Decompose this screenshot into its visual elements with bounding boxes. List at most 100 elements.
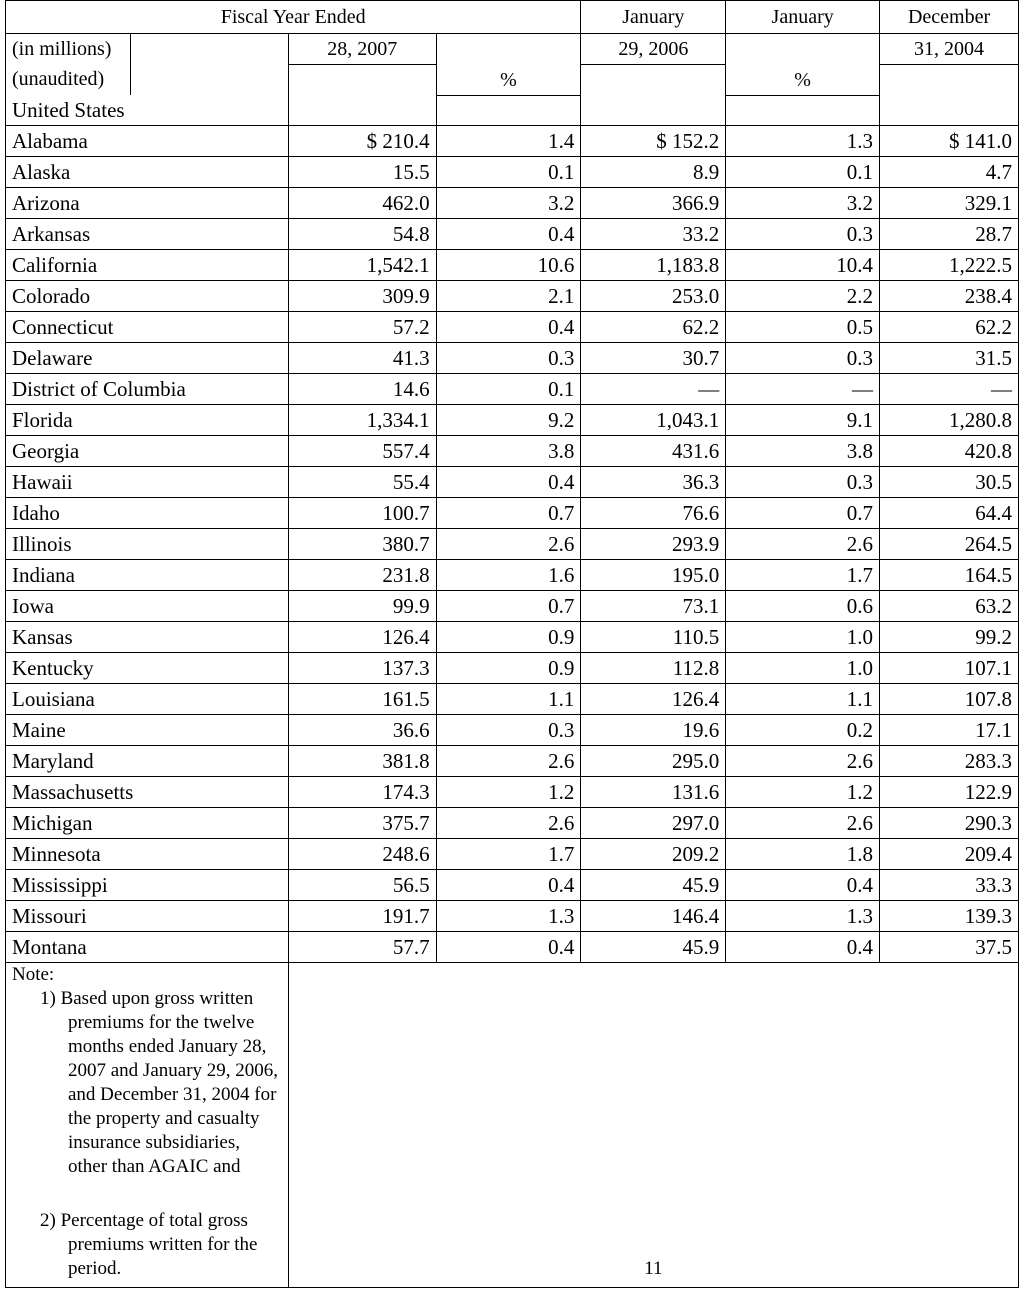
data-cell: 14.6 (288, 374, 436, 405)
header-date-2004: 31, 2004 (880, 34, 1019, 65)
table-row: Indiana231.81.6195.01.7164.5 (6, 560, 1019, 591)
data-cell: 1.3 (726, 126, 880, 157)
table-row: Maryland381.82.6295.02.6283.3 (6, 746, 1019, 777)
data-cell: $ 210.4 (288, 126, 436, 157)
state-name: Maine (6, 715, 289, 746)
note-label: Note: (12, 963, 282, 987)
data-cell: 174.3 (288, 777, 436, 808)
state-name: Arkansas (6, 219, 289, 250)
data-cell: 0.4 (436, 219, 581, 250)
data-cell: 8.9 (581, 157, 726, 188)
table-row: Iowa99.90.773.10.663.2 (6, 591, 1019, 622)
data-cell: 76.6 (581, 498, 726, 529)
data-cell: 99.9 (288, 591, 436, 622)
data-cell: 1,222.5 (880, 250, 1019, 281)
data-cell: 297.0 (581, 808, 726, 839)
header-pct-1: % (436, 65, 581, 96)
note-item-2: 2) Percentage of total gross premiums wr… (68, 1209, 282, 1281)
data-cell: 9.1 (726, 405, 880, 436)
state-name: Iowa (6, 591, 289, 622)
data-cell: 57.2 (288, 312, 436, 343)
data-cell: 366.9 (581, 188, 726, 219)
state-name: Delaware (6, 343, 289, 374)
data-cell: 28.7 (880, 219, 1019, 250)
data-cell: 1,043.1 (581, 405, 726, 436)
data-cell: 2.6 (726, 746, 880, 777)
data-cell: 126.4 (288, 622, 436, 653)
data-cell: 557.4 (288, 436, 436, 467)
data-cell: 164.5 (880, 560, 1019, 591)
data-cell: 137.3 (288, 653, 436, 684)
page-number: 11 (644, 1258, 662, 1279)
table-row: Hawaii55.40.436.30.330.5 (6, 467, 1019, 498)
table-row: Colorado309.92.1253.02.2238.4 (6, 281, 1019, 312)
data-cell: 1.7 (726, 560, 880, 591)
data-cell: 1.6 (436, 560, 581, 591)
table-header-row-2: (in millions) (unaudited) 28, 2007 29, 2… (6, 34, 1019, 65)
data-cell: 2.6 (726, 808, 880, 839)
data-cell: 0.6 (726, 591, 880, 622)
data-cell: 1,183.8 (581, 250, 726, 281)
state-name: Maryland (6, 746, 289, 777)
data-cell: 209.4 (880, 839, 1019, 870)
table-row: Louisiana161.51.1126.41.1107.8 (6, 684, 1019, 715)
data-cell: 41.3 (288, 343, 436, 374)
data-cell: $ 152.2 (581, 126, 726, 157)
data-cell: 62.2 (880, 312, 1019, 343)
state-name: Illinois (6, 529, 289, 560)
data-cell: 37.5 (880, 932, 1019, 963)
data-cell (880, 95, 1019, 126)
data-cell: 73.1 (581, 591, 726, 622)
data-cell: 0.4 (726, 932, 880, 963)
table-row: Delaware41.30.330.70.331.5 (6, 343, 1019, 374)
data-cell: 100.7 (288, 498, 436, 529)
data-cell: 0.7 (726, 498, 880, 529)
data-cell: 0.3 (436, 343, 581, 374)
state-name: Idaho (6, 498, 289, 529)
header-month-jan-1: January (581, 1, 726, 34)
data-cell: 431.6 (581, 436, 726, 467)
data-cell: 191.7 (288, 901, 436, 932)
data-cell: 0.4 (436, 467, 581, 498)
data-cell: 64.4 (880, 498, 1019, 529)
note-item-1: 1) Based upon gross written premiums for… (68, 987, 282, 1179)
data-cell: 1.1 (726, 684, 880, 715)
data-cell: 1.4 (436, 126, 581, 157)
data-cell: 1.8 (726, 839, 880, 870)
state-name: Connecticut (6, 312, 289, 343)
data-cell: 195.0 (581, 560, 726, 591)
data-cell: 62.2 (581, 312, 726, 343)
state-name: Missouri (6, 901, 289, 932)
table-row: Kansas126.40.9110.51.099.2 (6, 622, 1019, 653)
state-name: Colorado (6, 281, 289, 312)
data-cell: 0.4 (726, 870, 880, 901)
data-cell: 0.1 (436, 374, 581, 405)
table-row: Maine36.60.319.60.217.1 (6, 715, 1019, 746)
table-row: California1,542.110.61,183.810.41,222.5 (6, 250, 1019, 281)
table-row: Florida1,334.19.21,043.19.11,280.8 (6, 405, 1019, 436)
table-row: Arkansas54.80.433.20.328.7 (6, 219, 1019, 250)
state-name: Alabama (6, 126, 289, 157)
table-row: Connecticut57.20.462.20.562.2 (6, 312, 1019, 343)
table-row: Illinois380.72.6293.92.6264.5 (6, 529, 1019, 560)
data-cell: 107.1 (880, 653, 1019, 684)
data-cell: 30.7 (581, 343, 726, 374)
data-cell: 209.2 (581, 839, 726, 870)
data-cell: 1,280.8 (880, 405, 1019, 436)
data-cell: 295.0 (581, 746, 726, 777)
data-cell: 420.8 (880, 436, 1019, 467)
data-cell: 2.1 (436, 281, 581, 312)
data-cell: 0.4 (436, 312, 581, 343)
data-cell: 0.7 (436, 591, 581, 622)
table-row: Arizona462.03.2366.93.2329.1 (6, 188, 1019, 219)
data-cell: 283.3 (880, 746, 1019, 777)
data-cell: 0.3 (726, 467, 880, 498)
table-row: Massachusetts174.31.2131.61.2122.9 (6, 777, 1019, 808)
data-cell: 1.0 (726, 653, 880, 684)
state-name: Florida (6, 405, 289, 436)
data-cell (726, 95, 880, 126)
data-cell: 3.8 (726, 436, 880, 467)
table-row: Missouri191.71.3146.41.3139.3 (6, 901, 1019, 932)
data-cell: 1,334.1 (288, 405, 436, 436)
data-cell: $ 141.0 (880, 126, 1019, 157)
